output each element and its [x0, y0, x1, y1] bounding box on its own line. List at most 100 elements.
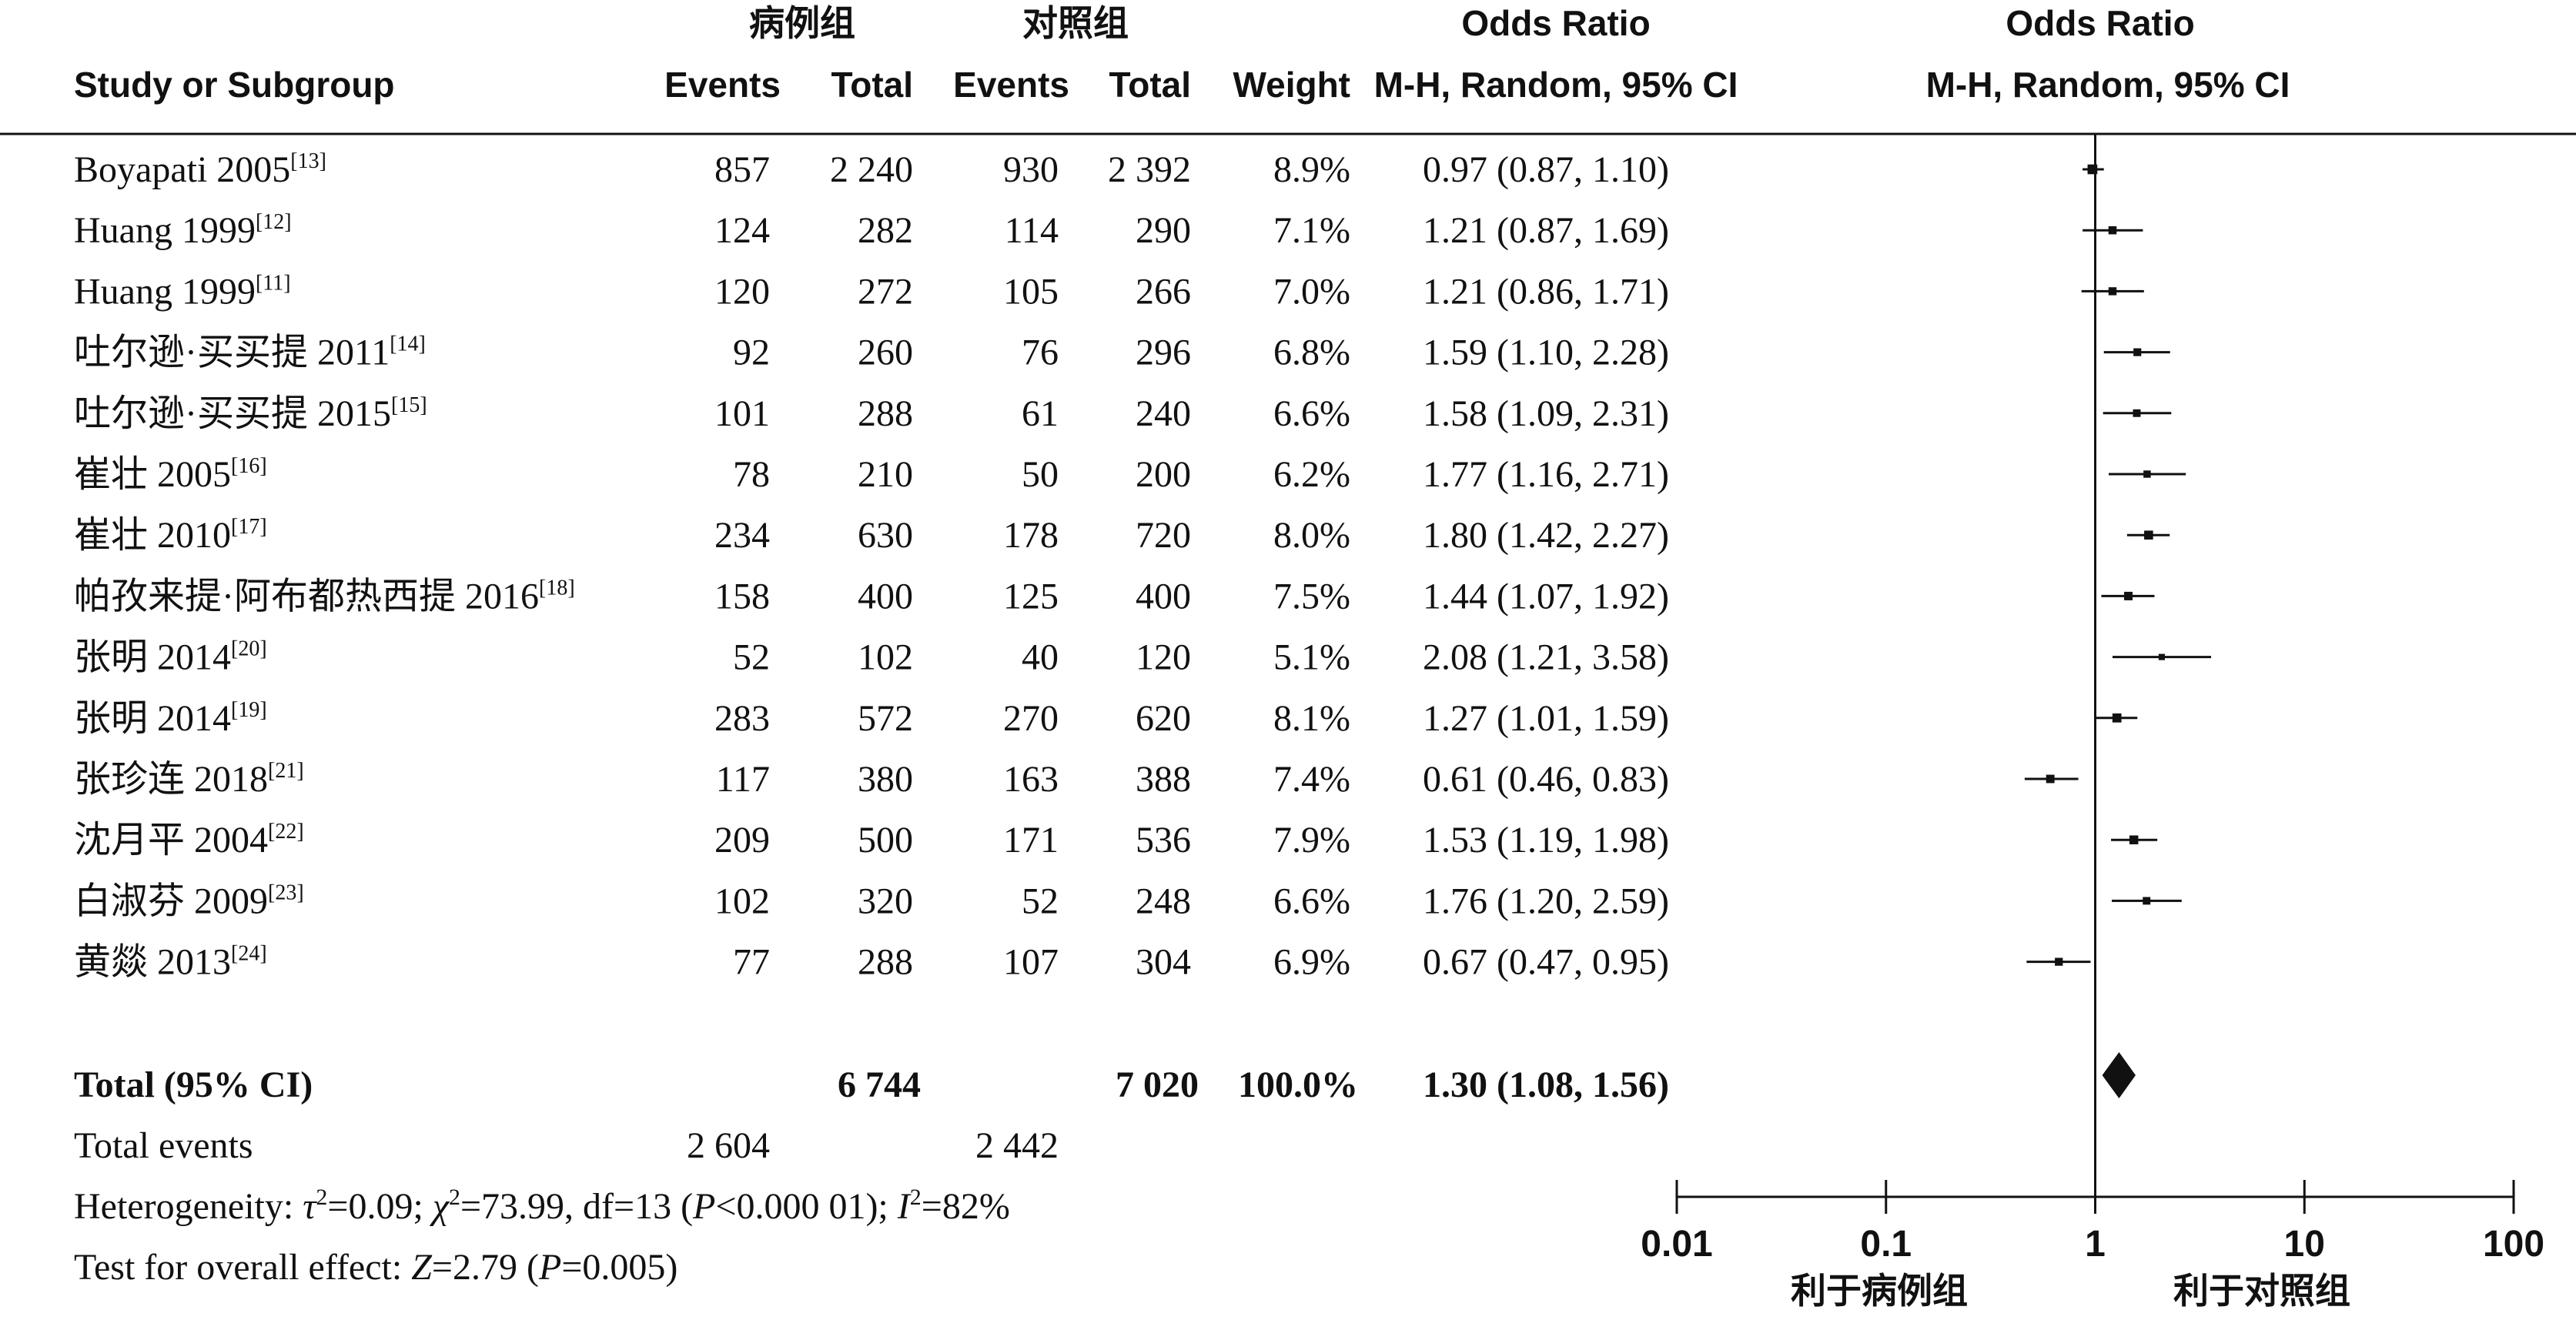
point-estimate-square [2143, 470, 2151, 478]
control-events-cell: 125 [1003, 576, 1059, 617]
control-events-cell: 114 [1005, 210, 1059, 251]
case-events-cell: 234 [714, 515, 770, 556]
control-events-cell: 930 [1003, 149, 1059, 190]
study-column-header: Study or Subgroup [74, 65, 395, 105]
control-total-cell: 290 [1136, 210, 1191, 251]
favours-control-label: 利于对照组 [2173, 1271, 2350, 1311]
weight-cell: 6.8% [1273, 333, 1350, 373]
ci-cell: 1.27 (1.01, 1.59) [1423, 698, 1669, 739]
case-events-cell: 124 [714, 210, 770, 251]
control-group-heading: 对照组 [1022, 3, 1129, 43]
events-header-case: Events [664, 65, 781, 105]
study-name: 张珍连 2018[21] [74, 759, 304, 800]
overall-effect-text: Test for overall effect: Z=2.79 (P=0.005… [74, 1247, 677, 1288]
total-ci: 1.30 (1.08, 1.56) [1423, 1064, 1669, 1105]
heterogeneity-text: Heterogeneity: τ2=0.09; χ2=73.99, df=13 … [74, 1185, 1010, 1227]
case-events-cell: 117 [716, 759, 770, 800]
odds-ratio-heading-table: Odds Ratio [1461, 3, 1650, 43]
control-total-cell: 248 [1136, 881, 1191, 921]
control-total-cell: 536 [1136, 820, 1191, 861]
case-events-cell: 101 [714, 393, 770, 434]
control-total-cell: 304 [1136, 942, 1191, 983]
total-events-case: 2 604 [687, 1125, 770, 1166]
case-total-cell: 400 [858, 576, 913, 617]
weight-cell: 8.9% [1273, 149, 1350, 190]
control-events-cell: 50 [1022, 454, 1059, 495]
study-rows: Boyapati 2005[13] 857 2 240 930 2 392 8.9% 0.9… [74, 149, 1669, 983]
weight-cell: 5.1% [1273, 637, 1350, 678]
case-events-cell: 158 [714, 576, 770, 617]
weight-cell: 7.0% [1273, 271, 1350, 312]
case-total-cell: 572 [858, 698, 913, 739]
ci-cell: 1.21 (0.87, 1.69) [1423, 210, 1669, 251]
case-total-cell: 282 [858, 210, 913, 251]
study-name: Huang 1999[11] [74, 271, 291, 312]
point-estimate-square [2112, 713, 2122, 723]
study-name: 帕孜来提·阿布都热西提 2016[18] [74, 576, 575, 617]
favours-case-label: 利于病例组 [1791, 1271, 1968, 1311]
pooled-diamond [2102, 1052, 2136, 1098]
ci-cell: 0.97 (0.87, 1.10) [1423, 149, 1669, 190]
point-estimate-square [2108, 287, 2117, 296]
weight-header: Weight [1233, 65, 1350, 105]
weight-cell: 7.9% [1273, 820, 1350, 861]
total-header-control: Total [1109, 65, 1191, 105]
weight-cell: 6.9% [1273, 942, 1350, 983]
case-events-cell: 77 [733, 942, 770, 983]
study-name: Huang 1999[12] [74, 210, 292, 251]
point-estimate-square [2055, 957, 2063, 966]
ci-cell: 0.67 (0.47, 0.95) [1423, 942, 1669, 983]
study-name: Boyapati 2005[13] [74, 149, 326, 190]
x-tick-label: 0.01 [1641, 1224, 1712, 1265]
case-events-cell: 102 [714, 881, 770, 921]
ci-cell: 1.21 (0.86, 1.71) [1423, 271, 1669, 312]
point-estimate-square [2124, 591, 2133, 600]
case-total-cell: 380 [858, 759, 913, 800]
case-events-cell: 92 [733, 333, 770, 373]
ci-cell: 1.53 (1.19, 1.98) [1423, 820, 1669, 861]
case-events-cell: 78 [733, 454, 770, 495]
control-total-cell: 200 [1136, 454, 1191, 495]
ci-cell: 1.44 (1.07, 1.92) [1423, 576, 1669, 617]
control-total-cell: 266 [1136, 271, 1191, 312]
ci-cell: 2.08 (1.21, 3.58) [1423, 637, 1669, 678]
x-tick-label: 100 [2483, 1224, 2544, 1265]
case-events-cell: 283 [714, 698, 770, 739]
control-total-cell: 720 [1136, 515, 1191, 556]
control-total-cell: 296 [1136, 333, 1191, 373]
point-estimate-square [2108, 226, 2117, 235]
x-tick-label: 0.1 [1860, 1224, 1912, 1265]
study-name: 黄燚 2013[24] [74, 942, 267, 983]
study-name: 吐尔逊·买买提 2015[15] [74, 393, 427, 434]
point-estimate-square [2158, 653, 2165, 660]
case-total-cell: 500 [858, 820, 913, 861]
total-case-count: 6 744 [838, 1064, 921, 1105]
control-events-cell: 107 [1003, 942, 1059, 983]
weight-cell: 6.2% [1273, 454, 1350, 495]
control-events-cell: 52 [1022, 881, 1059, 921]
ci-cell: 1.77 (1.16, 2.71) [1423, 454, 1669, 495]
control-events-cell: 270 [1003, 698, 1059, 739]
weight-cell: 6.6% [1273, 881, 1350, 921]
control-total-cell: 388 [1136, 759, 1191, 800]
method-header-plot: M-H, Random, 95% CI [1926, 65, 2290, 105]
point-estimate-square [2144, 530, 2153, 540]
total-weight: 100.0% [1238, 1064, 1358, 1105]
weight-cell: 7.5% [1273, 576, 1350, 617]
ci-cell: 0.61 (0.46, 0.83) [1423, 759, 1669, 800]
study-name: 张明 2014[20] [74, 637, 267, 678]
point-estimate-square [2087, 164, 2098, 175]
point-estimate-square [2133, 409, 2141, 417]
weight-cell: 7.1% [1273, 210, 1350, 251]
control-events-cell: 61 [1022, 393, 1059, 434]
control-total-cell: 620 [1136, 698, 1191, 739]
ci-cell: 1.59 (1.10, 2.28) [1423, 333, 1669, 373]
total-events-control: 2 442 [975, 1125, 1059, 1166]
method-header-table: M-H, Random, 95% CI [1374, 65, 1738, 105]
events-header-control: Events [953, 65, 1069, 105]
point-estimate-square [2133, 348, 2142, 356]
total-control-count: 7 020 [1116, 1064, 1199, 1105]
case-total-cell: 260 [858, 333, 913, 373]
control-total-cell: 2 392 [1108, 149, 1191, 190]
